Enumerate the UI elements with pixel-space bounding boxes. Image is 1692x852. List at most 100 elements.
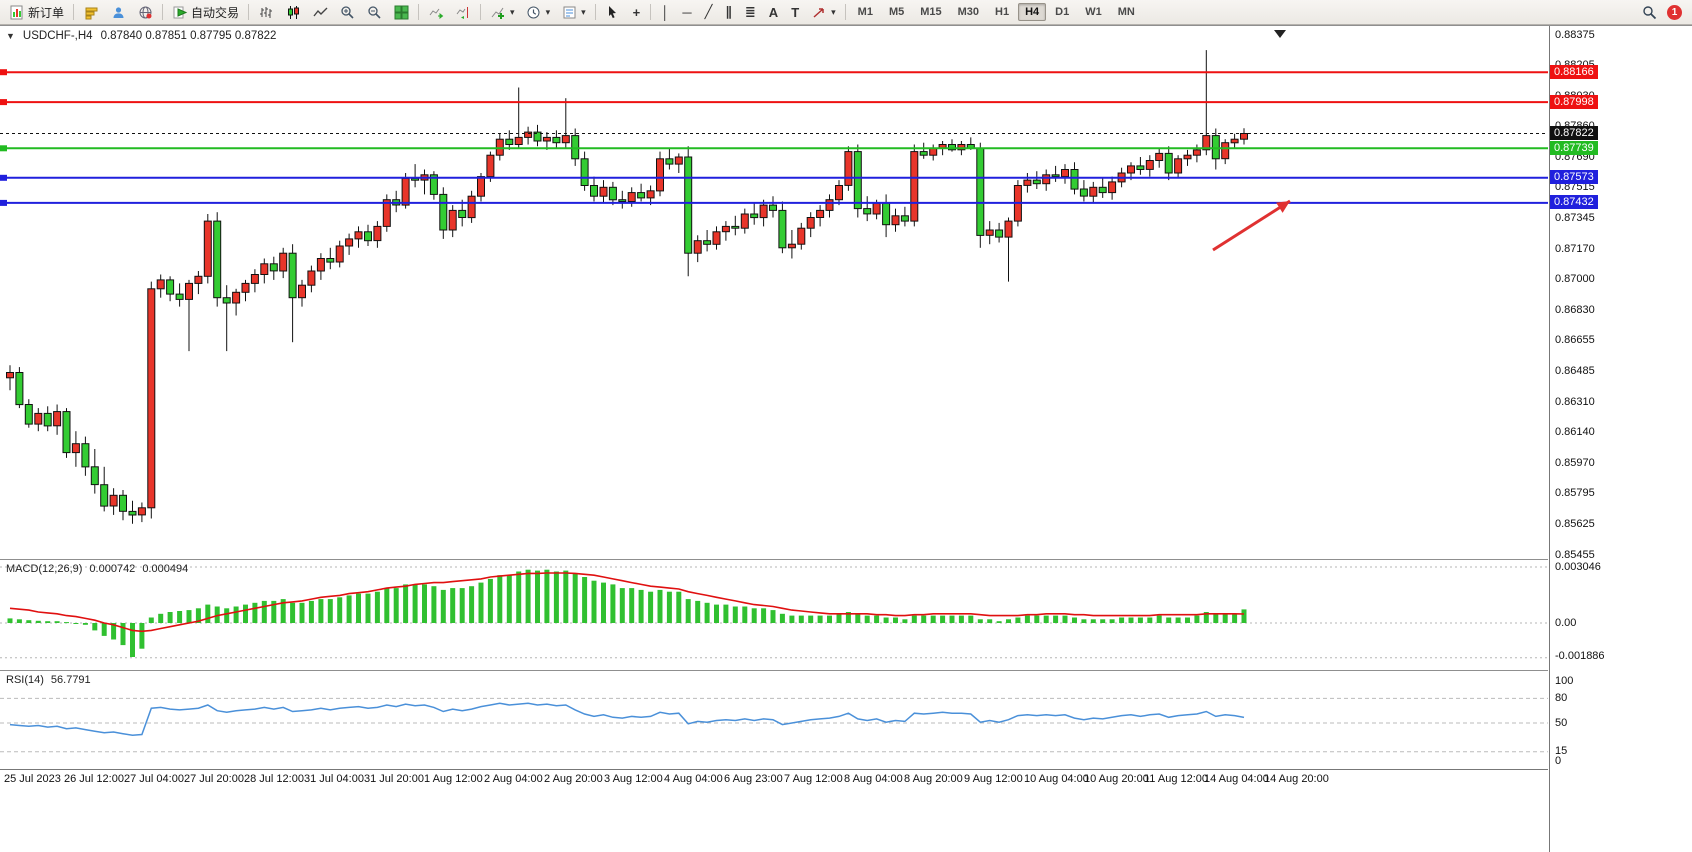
tab-timeframe-MN[interactable]: MN <box>1111 3 1142 21</box>
time-label: 27 Jul 20:00 <box>184 773 244 785</box>
price-badge: 0.87822 <box>1550 126 1598 140</box>
shapes-tool-button[interactable]: ▾ <box>806 2 841 22</box>
price-tick: 0.85455 <box>1555 549 1595 561</box>
line-left-anchor <box>0 99 7 106</box>
zoom-in-icon <box>339 4 355 20</box>
ohlc-values: 0.87840 0.87851 0.87795 0.87822 <box>100 30 277 42</box>
crosshair-tool-button[interactable]: + <box>627 2 647 22</box>
tab-timeframe-M30[interactable]: M30 <box>951 3 986 21</box>
vertical-line-tool-button[interactable]: │ <box>655 2 675 22</box>
tab-timeframe-H4[interactable]: H4 <box>1018 3 1047 21</box>
line-chart-button[interactable] <box>307 2 333 22</box>
timeframe-list: M1 M5 M15 M30 H1 H4 D1 W1 MN <box>850 3 1143 21</box>
notification-badge[interactable]: 1 <box>1667 4 1682 20</box>
time-label: 28 Jul 12:00 <box>244 773 304 785</box>
price-tick: 0.86830 <box>1555 304 1595 316</box>
time-label: 9 Aug 12:00 <box>964 773 1023 785</box>
templates-button[interactable]: ▾ <box>556 2 591 22</box>
horizontal-line-icon: ─ <box>682 4 692 20</box>
price-tick: 0.87000 <box>1555 273 1595 285</box>
one-click-trading-arrow-icon[interactable]: ▼ <box>6 31 15 41</box>
chart-shift-marker-icon[interactable] <box>1274 30 1286 38</box>
trendline-icon: ╱ <box>704 4 713 19</box>
price-tick: 0.85795 <box>1555 487 1595 499</box>
tab-timeframe-M1[interactable]: M1 <box>851 3 880 21</box>
macd-name: MACD(12,26,9) <box>6 563 83 575</box>
periods-button[interactable]: ▾ <box>521 2 556 22</box>
community-button[interactable] <box>132 2 158 22</box>
macd-main-value: 0.000742 <box>89 563 136 575</box>
clock-icon <box>526 4 542 20</box>
text-tool-button[interactable]: A <box>763 2 784 22</box>
tab-timeframe-W1[interactable]: W1 <box>1078 3 1109 21</box>
price-badge: 0.87573 <box>1550 170 1598 184</box>
toolbar-separator <box>162 4 164 20</box>
time-label: 1 Aug 12:00 <box>424 773 483 785</box>
horizontal-line-tool-button[interactable]: ─ <box>676 2 697 22</box>
zoom-out-icon <box>366 4 382 20</box>
price-tick: 0.85970 <box>1555 457 1595 469</box>
price-badge: 0.87739 <box>1550 141 1598 155</box>
time-label: 27 Jul 04:00 <box>124 773 184 785</box>
tab-timeframe-M15[interactable]: M15 <box>913 3 948 21</box>
rsi-scale-tick: 80 <box>1555 692 1568 704</box>
bar-chart-button[interactable] <box>253 2 279 22</box>
chevron-down-icon: ▾ <box>581 6 586 17</box>
line-left-anchor <box>0 199 7 206</box>
price-tick: 0.86310 <box>1555 396 1595 408</box>
zoom-out-button[interactable] <box>361 2 387 22</box>
tile-windows-icon <box>393 4 409 20</box>
symbol-label: USDCHF-,H4 <box>22 30 93 42</box>
bar-chart-icon <box>258 4 274 20</box>
indicators-button[interactable]: ▾ <box>485 2 520 22</box>
chart-shift-button[interactable] <box>450 2 476 22</box>
search-button[interactable] <box>1636 2 1662 22</box>
macd-scale-tick: 0.00 <box>1555 617 1577 629</box>
rsi-label: RSI(14) 56.7791 <box>6 674 91 686</box>
price-badge: 0.87998 <box>1550 95 1598 109</box>
line-left-anchor <box>0 145 7 152</box>
vertical-line-icon: │ <box>661 4 670 20</box>
toolbar: 新订单 自动交易 ▾ ▾ <box>0 0 1692 25</box>
line-chart-icon <box>312 4 328 20</box>
toolbar-separator <box>594 4 596 20</box>
time-label: 3 Aug 12:00 <box>604 773 663 785</box>
auto-scroll-button[interactable] <box>423 2 449 22</box>
macd-signal-value: 0.000494 <box>142 563 189 575</box>
tab-timeframe-M5[interactable]: M5 <box>882 3 911 21</box>
text-tool-icon: A <box>768 4 779 20</box>
line-left-anchor <box>0 174 7 181</box>
label-tool-button[interactable]: T <box>785 2 805 22</box>
auto-trading-button[interactable]: 自动交易 <box>167 2 244 22</box>
time-axis[interactable]: 25 Jul 2023 26 Jul 12:00 27 Jul 04:00 27 Ju… <box>0 769 1548 790</box>
line-left-anchor <box>0 69 7 76</box>
fibonacci-icon: ≣ <box>744 4 756 19</box>
tile-windows-button[interactable] <box>388 2 414 22</box>
macd-histogram <box>7 569 1247 657</box>
price-axis[interactable]: 0.883750.882050.880300.878600.876900.875… <box>1549 26 1692 852</box>
candlestick-chart-button[interactable] <box>280 2 306 22</box>
tab-timeframe-D1[interactable]: D1 <box>1048 3 1076 21</box>
channel-tool-button[interactable]: ∥ <box>719 2 738 22</box>
fibonacci-tool-button[interactable]: ≣ <box>739 2 762 22</box>
price-tick: 0.87345 <box>1555 212 1595 224</box>
new-order-icon <box>9 4 25 20</box>
chart-plot-area[interactable] <box>0 26 1548 769</box>
market-depth-icon <box>83 4 99 20</box>
time-label: 2 Aug 04:00 <box>484 773 543 785</box>
trendline-tool-button[interactable]: ╱ <box>699 2 719 22</box>
cursor-tool-button[interactable] <box>600 2 626 22</box>
rsi-scale-tick: 15 <box>1555 745 1568 757</box>
new-order-button[interactable]: 新订单 <box>4 2 69 22</box>
tab-timeframe-H1[interactable]: H1 <box>988 3 1016 21</box>
chevron-down-icon: ▾ <box>545 6 551 17</box>
trend-arrow-annotation[interactable] <box>1212 199 1291 252</box>
zoom-in-button[interactable] <box>334 2 360 22</box>
candlestick-chart-icon <box>285 4 301 20</box>
price-tick: 0.87515 <box>1555 181 1595 193</box>
market-depth-button[interactable] <box>78 2 104 22</box>
crosshair-icon: + <box>632 4 641 20</box>
auto-trading-play-icon <box>172 4 188 20</box>
rsi-scale-tick: 0 <box>1555 755 1562 767</box>
profile-button[interactable] <box>105 2 131 22</box>
